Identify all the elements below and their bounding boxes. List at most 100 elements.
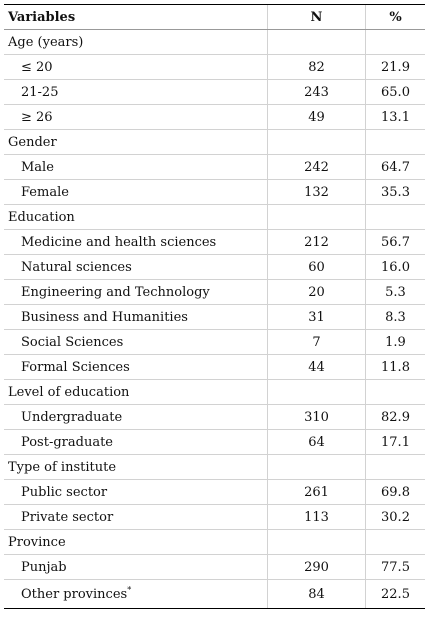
count-cell: 290 [267,555,365,579]
label-text: Age (years) [8,34,84,50]
header-n: N [267,5,365,29]
label-text: Business and Humanities [21,309,188,325]
count-cell: 132 [267,180,365,204]
variable-label: Social Sciences [4,335,267,350]
group-label: Type of institute [4,460,267,475]
count-cell [267,380,365,404]
percent-cell: 77.5 [365,555,425,579]
count-cell: 310 [267,405,365,429]
variable-label: ≤ 20 [4,60,267,75]
table-row: Business and Humanities 31 8.3 [4,305,425,330]
count-cell [267,455,365,479]
label-text: Engineering and Technology [21,284,210,300]
count-cell: 113 [267,505,365,529]
label-text: Public sector [21,484,108,500]
percent-cell [365,530,425,554]
percent-cell: 13.1 [365,105,425,129]
label-text: Post-graduate [21,434,113,450]
table-row: ≤ 20 82 21.9 [4,55,425,80]
variable-label: Business and Humanities [4,310,267,325]
count-cell [267,30,365,54]
count-cell: 64 [267,430,365,454]
variable-label: Natural sciences [4,260,267,275]
group-label: Age (years) [4,35,267,50]
header-percent: % [365,5,425,29]
label-text: Formal Sciences [21,359,130,375]
footnote-marker: * [127,585,132,595]
variable-label: Female [4,185,267,200]
variable-label: Undergraduate [4,410,267,425]
count-cell: 243 [267,80,365,104]
count-cell: 49 [267,105,365,129]
table-row: Social Sciences 7 1.9 [4,330,425,355]
count-cell [267,205,365,229]
percent-cell: 30.2 [365,505,425,529]
variable-label: Other provinces* [4,585,267,602]
percent-cell: 64.7 [365,155,425,179]
percent-cell [365,455,425,479]
label-text: Province [8,534,66,550]
variable-label: ≥ 26 [4,110,267,125]
percent-cell: 56.7 [365,230,425,254]
percent-cell: 22.5 [365,580,425,608]
variable-label: Public sector [4,485,267,500]
table-body: Age (years) ≤ 20 82 21.9 21-25 243 65.0 ≥ 26 49 1… [4,30,425,608]
label-text: Gender [8,134,57,150]
table-row: Post-graduate 64 17.1 [4,430,425,455]
count-cell: 212 [267,230,365,254]
label-text: Social Sciences [21,334,124,350]
label-text: Undergraduate [21,409,123,425]
table-row: 21-25 243 65.0 [4,80,425,105]
table-row: Punjab 290 77.5 [4,555,425,580]
group-label: Level of education [4,385,267,400]
table-row: Engineering and Technology 20 5.3 [4,280,425,305]
label-text: 21-25 [21,84,59,100]
table-row: Natural sciences 60 16.0 [4,255,425,280]
count-cell: 242 [267,155,365,179]
label-text: Medicine and health sciences [21,234,217,250]
demographics-table: Variables N % Age (years) ≤ 20 82 21.9 21-25… [4,4,425,609]
variable-label: Punjab [4,560,267,575]
group-label: Education [4,210,267,225]
table-row: Female 132 35.3 [4,180,425,205]
percent-cell: 35.3 [365,180,425,204]
percent-cell: 16.0 [365,255,425,279]
variable-label: Post-graduate [4,435,267,450]
percent-cell [365,380,425,404]
table-row: Formal Sciences 44 11.8 [4,355,425,380]
count-cell: 261 [267,480,365,504]
table-group-row: Gender [4,130,425,155]
table-row: Other provinces* 84 22.5 [4,580,425,608]
percent-cell [365,205,425,229]
variable-label: 21-25 [4,85,267,100]
percent-cell: 65.0 [365,80,425,104]
variable-label: Male [4,160,267,175]
count-cell: 44 [267,355,365,379]
table-group-row: Level of education [4,380,425,405]
percent-cell: 11.8 [365,355,425,379]
percent-cell: 8.3 [365,305,425,329]
table-row: Public sector 261 69.8 [4,480,425,505]
table-group-row: Type of institute [4,455,425,480]
label-text: Level of education [8,384,130,400]
table-row: Undergraduate 310 82.9 [4,405,425,430]
table-group-row: Province [4,530,425,555]
count-cell: 31 [267,305,365,329]
group-label: Gender [4,135,267,150]
percent-cell: 5.3 [365,280,425,304]
percent-cell [365,30,425,54]
percent-cell: 69.8 [365,480,425,504]
count-cell: 20 [267,280,365,304]
label-text: ≥ 26 [21,109,53,125]
label-text: Education [8,209,75,225]
count-cell [267,530,365,554]
variable-label: Engineering and Technology [4,285,267,300]
label-text: Type of institute [8,459,117,475]
table-row: Private sector 113 30.2 [4,505,425,530]
count-cell: 82 [267,55,365,79]
label-text: Private sector [21,509,114,525]
variable-label: Medicine and health sciences [4,235,267,250]
label-text: Punjab [21,559,67,575]
label-text: ≤ 20 [21,59,53,75]
label-text: Natural sciences [21,259,132,275]
